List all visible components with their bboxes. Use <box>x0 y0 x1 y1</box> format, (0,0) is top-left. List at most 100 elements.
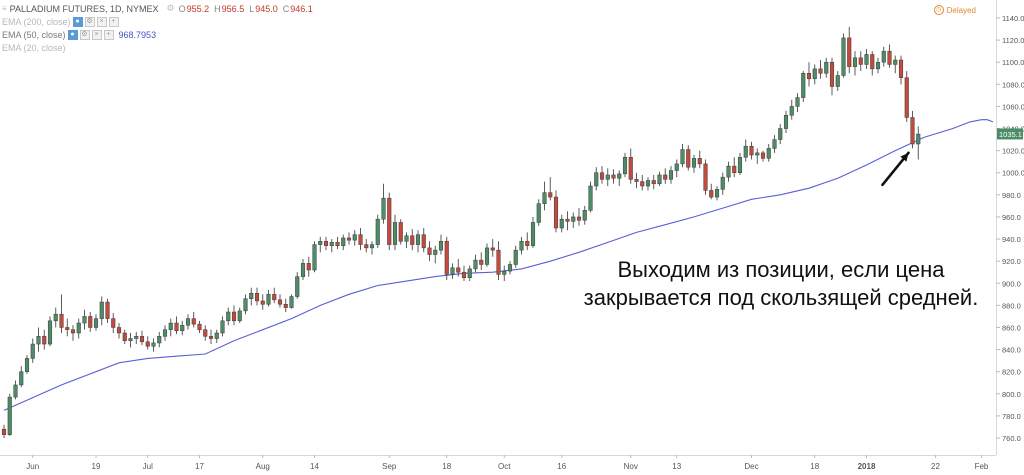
candle-down <box>887 50 892 65</box>
candle-down <box>410 235 415 245</box>
candle-up <box>157 336 162 344</box>
candle-down <box>553 196 559 229</box>
candle-up <box>295 276 300 297</box>
candle-up <box>571 216 576 222</box>
legend-ema-200-label: EMA (200, close) <box>2 16 71 27</box>
candle-down <box>686 149 691 168</box>
candle-down <box>387 197 392 245</box>
candle-up <box>801 73 806 98</box>
candle-up <box>519 241 524 251</box>
close-icon[interactable]: × <box>91 29 102 40</box>
legend-symbol-title: PALLADIUM FUTURES, 1D, NYMEX <box>9 3 159 14</box>
y-tick-label: 960.0 <box>1002 213 1021 222</box>
x-tick-label: Feb <box>975 462 989 471</box>
candle-up <box>852 57 858 67</box>
candle-up <box>375 218 380 245</box>
candle-up <box>30 343 35 359</box>
settings-icon[interactable]: ⚙ <box>79 29 90 40</box>
candle-down <box>697 158 702 165</box>
annotation-line-1: Выходим из позиции, если цена <box>617 257 945 282</box>
candle-down <box>749 145 754 156</box>
candle-up <box>185 318 191 326</box>
candle-up <box>180 325 185 332</box>
candle-down <box>277 299 283 305</box>
candle-up <box>329 242 334 246</box>
candle-up <box>835 75 840 87</box>
candle-down <box>628 157 633 180</box>
candle-down <box>421 234 426 249</box>
candle-up <box>824 61 829 74</box>
candle-down <box>105 301 110 319</box>
candle-up <box>415 234 421 245</box>
candle-up <box>783 115 789 129</box>
candle-down <box>59 313 64 328</box>
x-tick-label: 16 <box>557 462 566 471</box>
x-tick-label: 18 <box>442 462 451 471</box>
candle-up <box>352 234 357 241</box>
x-tick-label: Sep <box>382 462 397 471</box>
candle-down <box>358 234 363 245</box>
candle-up <box>737 157 743 173</box>
candle-up <box>588 185 593 211</box>
candle-up <box>134 336 139 339</box>
candle-up <box>404 235 409 242</box>
x-tick-label: 13 <box>672 462 681 471</box>
legend-ema-200-row[interactable]: EMA (200, close) ● ⚙ × + <box>2 15 318 28</box>
candle-down <box>709 190 714 198</box>
candle-up <box>674 163 679 171</box>
candle-up <box>720 176 725 190</box>
legend-ema-50-row[interactable]: EMA (50, close) ● ⚙ × + 968.7953 <box>2 28 318 41</box>
candle-down <box>208 336 214 339</box>
candle-up <box>392 222 398 245</box>
candle-down <box>898 59 904 78</box>
candle-up <box>484 247 490 265</box>
more-icon[interactable]: + <box>108 16 119 27</box>
legend-ema-20-row[interactable]: EMA (20, close) <box>2 41 318 54</box>
candle-up <box>381 197 386 220</box>
candle-down <box>65 327 70 330</box>
candle-down <box>335 242 340 246</box>
symbol-settings-icon[interactable]: ⚙ <box>166 3 175 13</box>
candle-down <box>398 222 403 242</box>
x-tick-label: Dec <box>744 462 758 471</box>
y-tick-label: 920.0 <box>1002 257 1021 266</box>
candle-up <box>168 322 173 330</box>
x-tick-label: 2018 <box>858 462 876 471</box>
candle-up <box>680 149 685 165</box>
candle-down <box>116 327 122 334</box>
eye-icon[interactable]: ● <box>67 29 78 40</box>
candle-up <box>438 241 444 251</box>
candle-up <box>594 172 599 187</box>
candle-down <box>145 341 150 347</box>
candle-up <box>691 158 697 168</box>
close-icon[interactable]: × <box>96 16 107 27</box>
settings-icon[interactable]: ⚙ <box>84 16 95 27</box>
y-tick-label: 760.0 <box>1002 434 1021 443</box>
candle-down <box>427 247 432 255</box>
eye-icon[interactable]: ● <box>72 16 83 27</box>
candle-down <box>70 329 76 334</box>
more-icon[interactable]: + <box>103 29 114 40</box>
candle-up <box>789 106 794 116</box>
candle-down <box>174 322 179 332</box>
candle-up <box>226 311 231 322</box>
annotation-line-2: закрывается под скользящей средней. <box>583 285 979 310</box>
candle-down <box>1 428 7 435</box>
x-tick-label: Jun <box>26 462 39 471</box>
candle-up <box>502 270 507 275</box>
y-tick-label: 880.0 <box>1002 301 1021 310</box>
candle-up <box>467 268 472 278</box>
candle-down <box>197 323 202 330</box>
last-price-label: 1035.1 <box>999 130 1022 139</box>
candle-up <box>657 174 662 185</box>
y-tick-label: 1100.0 <box>1002 58 1024 67</box>
legend-ema-50-label: EMA (50, close) <box>2 29 66 40</box>
candle-down <box>663 174 668 180</box>
candle-up <box>812 68 817 80</box>
chart-legend: ≡ PALLADIUM FUTURES, 1D, NYMEX ⚙ O955.2 … <box>2 2 318 54</box>
y-tick-label: 940.0 <box>1002 235 1021 244</box>
collapse-icon[interactable]: ≡ <box>2 4 7 13</box>
y-tick-label: 1060.0 <box>1002 102 1024 111</box>
y-tick-label: 980.0 <box>1002 191 1021 200</box>
